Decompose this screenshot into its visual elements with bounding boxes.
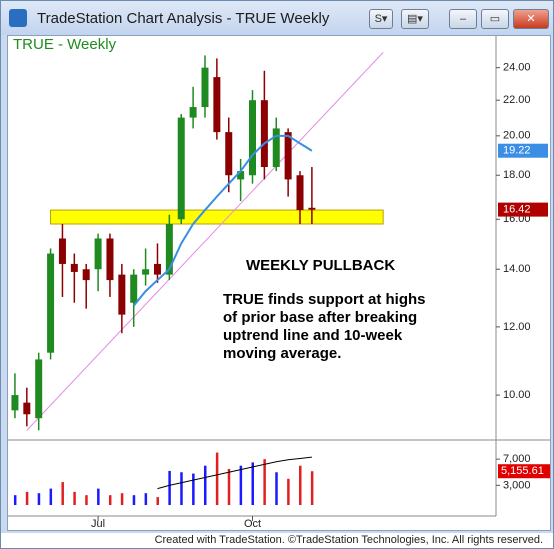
candle-body	[35, 359, 43, 419]
volume-bar	[132, 495, 136, 505]
y-tick-label: 24.00	[503, 62, 531, 74]
app-icon	[9, 9, 27, 27]
y-tick-label: 22.00	[503, 94, 531, 106]
menu-button[interactable]: ▤▾	[401, 9, 429, 29]
candle-body	[201, 67, 209, 108]
volume-bar	[13, 495, 17, 505]
candle-body	[260, 100, 268, 168]
annotation-line: moving average.	[223, 345, 341, 362]
volume-bar	[310, 471, 314, 505]
candle-body	[165, 223, 173, 275]
candle-body	[177, 117, 185, 220]
chart-title: TRUE - Weekly	[13, 36, 117, 53]
volume-y-tick-label: 7,000	[503, 453, 531, 465]
close-button[interactable]: ✕	[513, 9, 549, 29]
candle-body	[284, 132, 292, 180]
x-tick-label: Jul	[91, 518, 105, 530]
candle-body	[213, 77, 221, 133]
ma-tag-label: 19.22	[503, 145, 531, 157]
candle-body	[237, 171, 245, 180]
volume-bar	[85, 495, 88, 505]
title-bar: TradeStation Chart Analysis - TRUE Weekl…	[1, 1, 553, 35]
candle-body	[58, 238, 66, 264]
candle-body	[94, 238, 102, 270]
volume-average	[157, 456, 312, 490]
price-tag	[498, 202, 548, 217]
candle-body	[82, 269, 90, 281]
volume-bar	[251, 462, 254, 505]
y-tick-label: 18.00	[503, 169, 531, 181]
candle-body	[23, 402, 31, 415]
ma-tag	[498, 143, 548, 158]
moving-average	[132, 134, 313, 307]
volume-bar	[120, 493, 124, 505]
candle-body	[70, 263, 78, 272]
chart-area: TRUE - Weekly 10.00 12.00 14.00 16.00 18.00 20…	[7, 35, 551, 531]
trendline	[26, 52, 384, 431]
minimize-button[interactable]: –	[449, 9, 477, 29]
window-title: TradeStation Chart Analysis - TRUE Weekl…	[37, 10, 330, 27]
candle-body	[106, 238, 114, 281]
x-tick-label: Oct	[244, 518, 261, 530]
candle-body	[153, 263, 161, 275]
support-zone	[50, 209, 384, 225]
price-tag-label: 16.42	[503, 204, 531, 216]
candle-body	[225, 132, 233, 176]
volume-bar	[97, 488, 100, 505]
volume-bar	[227, 468, 231, 505]
candle-body	[272, 128, 280, 168]
volume-bar	[215, 452, 219, 505]
status-text: Created with TradeStation. ©TradeStation…	[154, 534, 543, 546]
symbol-button[interactable]: S▾	[369, 9, 393, 29]
volume-bar	[275, 472, 278, 505]
volume-bar	[61, 482, 64, 505]
volume-bar	[299, 465, 302, 505]
volume-bar	[37, 493, 41, 505]
y-tick-label: 10.00	[503, 389, 531, 401]
annotation-line: TRUE finds support at highs	[223, 291, 426, 308]
annotation-heading: WEEKLY PULLBACK	[246, 257, 395, 274]
volume-y-tick-label: 3,000	[503, 479, 531, 491]
volume-bar	[25, 491, 29, 505]
volume-bar	[73, 491, 76, 505]
candle-body	[308, 207, 316, 210]
y-tick-label: 20.00	[503, 130, 531, 142]
y-tick-label: 12.00	[503, 321, 531, 333]
volume-bar	[192, 473, 195, 505]
candle-body	[296, 175, 304, 211]
volume-bar	[239, 465, 243, 505]
status-bar: Created with TradeStation. ©TradeStation…	[1, 533, 553, 548]
candle-body	[249, 100, 256, 176]
candle-body	[47, 253, 55, 353]
volume-tag	[498, 464, 551, 479]
candle-body	[118, 274, 126, 315]
chart: TRUE - Weekly10.0012.0014.0016.0018.0020…	[8, 36, 551, 530]
volume-bar	[180, 472, 183, 505]
candle-body	[142, 269, 150, 275]
volume-bar	[263, 459, 266, 505]
candle-body	[11, 395, 19, 411]
annotation-line: uptrend line and 10-week	[223, 327, 403, 344]
volume-bar	[287, 478, 290, 505]
volume-bar	[203, 465, 207, 505]
volume-bar	[168, 470, 171, 505]
volume-bar	[156, 497, 159, 505]
volume-bar	[108, 495, 112, 505]
volume-tag-label: 5,155.61	[501, 465, 544, 477]
y-tick-label: 14.00	[503, 263, 531, 275]
candle-body	[189, 107, 197, 118]
maximize-button[interactable]: ▭	[481, 9, 509, 29]
volume-bar	[49, 488, 53, 505]
volume-bar	[144, 493, 148, 505]
candle-body	[130, 274, 138, 303]
annotation-line: of prior base after breaking	[223, 309, 417, 326]
